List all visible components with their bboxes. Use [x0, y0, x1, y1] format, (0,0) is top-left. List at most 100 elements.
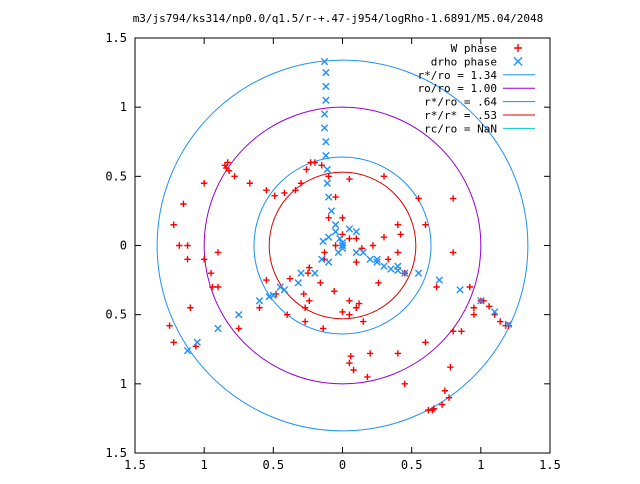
data-point [449, 249, 457, 256]
data-point [306, 264, 313, 271]
data-point [320, 124, 329, 132]
data-point [338, 241, 347, 250]
data-point [311, 269, 319, 277]
data-point [401, 269, 409, 277]
data-point [380, 173, 388, 180]
data-point [304, 269, 312, 277]
data-point [323, 179, 331, 187]
data-point [322, 96, 330, 104]
data-point [209, 283, 216, 291]
data-point [346, 311, 353, 318]
data-point [255, 297, 264, 305]
data-point [200, 256, 208, 263]
legend-label: W phase [451, 42, 497, 55]
reference-circle [268, 171, 417, 320]
y-tick-label: 1.5 [105, 446, 127, 460]
legend-marker [513, 56, 523, 66]
data-point [347, 352, 354, 360]
data-point [170, 221, 177, 228]
data-point [300, 290, 307, 298]
data-point [477, 297, 485, 305]
data-point [301, 318, 309, 325]
data-point [447, 364, 454, 371]
y-tick-label: 0.5 [105, 169, 127, 183]
data-point [345, 225, 354, 233]
data-point [429, 406, 436, 414]
data-point [449, 195, 457, 202]
data-point [387, 265, 395, 273]
x-tick-label: 1 [201, 458, 208, 472]
data-point [332, 242, 339, 249]
legend-marker [514, 44, 522, 52]
data-point [200, 180, 208, 187]
reference-circle [253, 156, 432, 335]
y-tick-label: 1 [120, 100, 127, 114]
data-point [394, 221, 402, 228]
data-point [350, 366, 357, 374]
series-w-phase [166, 159, 512, 414]
x-tick-label: 0.5 [262, 458, 284, 472]
data-point [445, 394, 453, 401]
data-point [401, 380, 408, 388]
data-point [359, 248, 367, 257]
data-point [380, 234, 388, 241]
data-point [294, 279, 302, 287]
data-point [184, 242, 191, 249]
data-point [456, 286, 464, 294]
data-point [297, 269, 305, 277]
data-point [187, 304, 194, 311]
data-point [269, 291, 278, 299]
data-point [322, 138, 330, 146]
data-point [170, 339, 177, 346]
legend-label: drho phase [431, 55, 497, 68]
data-point [292, 186, 299, 194]
data-point [430, 405, 437, 412]
data-point [397, 231, 404, 238]
data-point [353, 235, 360, 242]
data-point [320, 57, 329, 66]
data-point [276, 283, 284, 291]
data-point [373, 255, 381, 264]
data-point [214, 283, 222, 291]
data-point [286, 275, 294, 282]
data-point [214, 324, 222, 333]
data-point [184, 256, 191, 263]
data-point [338, 239, 347, 247]
data-point [384, 256, 392, 263]
x-tick-label: 1 [477, 458, 484, 472]
data-point [485, 303, 493, 310]
legend-label: r*/ro = .64 [424, 96, 497, 109]
data-point [470, 311, 478, 318]
data-point [422, 221, 429, 228]
data-point [441, 387, 449, 394]
data-point [322, 151, 330, 160]
data-point [235, 325, 242, 332]
axis-ticks: 1.5 1 0.5 0 0.5 1 1.51.510.500.511.5 [105, 31, 561, 472]
y-tick-label: 1 [120, 377, 127, 391]
data-point [324, 233, 333, 241]
data-point [394, 350, 402, 357]
data-point [306, 297, 313, 305]
data-point [466, 283, 473, 291]
data-point [321, 249, 328, 256]
data-point [331, 287, 338, 295]
data-point [256, 304, 263, 311]
data-point [231, 173, 238, 180]
data-point [458, 328, 465, 335]
data-point [323, 165, 331, 174]
data-point [435, 276, 444, 284]
data-point [193, 338, 201, 347]
data-point [207, 269, 215, 277]
data-point [263, 276, 270, 284]
data-point [346, 297, 353, 305]
data-point [380, 262, 388, 270]
data-point [346, 359, 353, 367]
legend-label: ro/ro = 1.00 [418, 82, 497, 95]
reference-circle [156, 59, 529, 432]
data-point [352, 248, 361, 257]
y-tick-label: 0.5 [105, 308, 127, 322]
data-point [318, 162, 325, 169]
data-point [422, 339, 429, 346]
data-point [325, 214, 332, 222]
